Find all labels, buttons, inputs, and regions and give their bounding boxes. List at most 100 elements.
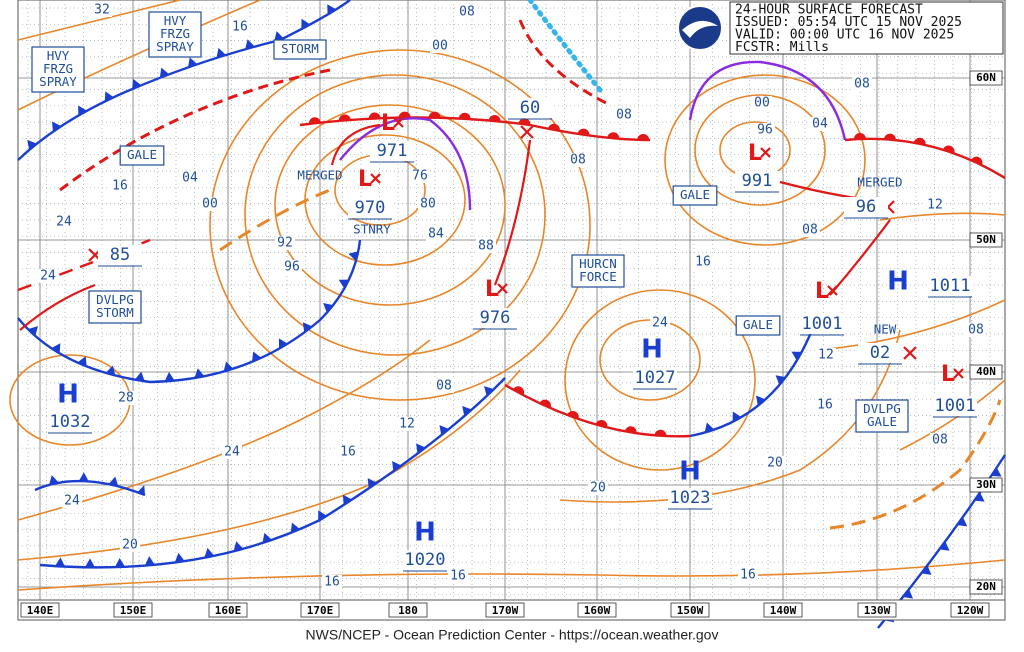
front-triangle bbox=[104, 91, 114, 102]
isobar-label: 16 bbox=[232, 20, 248, 35]
isobar-label: 20 bbox=[590, 481, 606, 496]
isobar-label-bg bbox=[448, 569, 468, 583]
low-symbol: L bbox=[358, 167, 372, 192]
track-arrow bbox=[330, 123, 381, 166]
isobar-label: 20 bbox=[767, 456, 783, 471]
front-triangle bbox=[233, 541, 244, 552]
longitude-label: 140W bbox=[770, 604, 797, 617]
warning-text: DVLPG bbox=[96, 292, 134, 307]
isobar-label-bg bbox=[852, 77, 872, 91]
lon-box bbox=[950, 602, 990, 618]
warning-box bbox=[273, 39, 327, 60]
isobar-label-bg bbox=[650, 316, 670, 330]
fronts bbox=[17, 0, 1007, 629]
front-semicircle bbox=[883, 133, 896, 141]
isobar-label: 24 bbox=[64, 494, 80, 509]
front-triangle bbox=[939, 541, 950, 551]
front-triangle bbox=[216, 47, 226, 58]
isobar bbox=[564, 289, 756, 471]
lon-box bbox=[670, 602, 710, 618]
isobar-label-bg bbox=[116, 391, 136, 405]
pressure-bg bbox=[508, 98, 552, 118]
lon-box bbox=[208, 602, 248, 618]
isobar-label-bg bbox=[925, 198, 945, 212]
pressure-bg bbox=[858, 343, 902, 363]
front-semicircle bbox=[577, 128, 590, 136]
latitude-label: 30N bbox=[976, 478, 996, 491]
isobar-label-bg bbox=[200, 197, 220, 211]
front-semicircle bbox=[512, 386, 525, 396]
center-pressure: 971 bbox=[377, 141, 408, 161]
isobar bbox=[819, 299, 1006, 351]
lon-box bbox=[577, 602, 617, 618]
front-triangle bbox=[301, 18, 311, 30]
isobar-label-bg bbox=[338, 445, 358, 459]
center-cross bbox=[520, 125, 534, 139]
isobar-label-bg bbox=[275, 236, 295, 250]
front-semicircle bbox=[853, 133, 866, 140]
front-triangle bbox=[108, 476, 119, 487]
isobar-label: 16 bbox=[740, 568, 756, 583]
isobar-label-bg bbox=[426, 227, 446, 241]
isobar-label: 16 bbox=[340, 445, 356, 460]
warning-box bbox=[148, 11, 202, 58]
isobar bbox=[209, 49, 591, 401]
front-triangle bbox=[991, 467, 1002, 477]
warning-box bbox=[119, 145, 165, 166]
front-triangle bbox=[105, 365, 116, 376]
isobar bbox=[559, 329, 901, 503]
isobar-label-bg bbox=[738, 568, 758, 582]
isobar-label-bg bbox=[418, 197, 438, 211]
high-symbol: H bbox=[679, 457, 701, 487]
pressure-bg bbox=[844, 197, 888, 217]
front-triangle bbox=[245, 39, 255, 50]
isobar-label: 16 bbox=[324, 575, 340, 590]
front-triangle bbox=[252, 351, 262, 362]
front-semicircle bbox=[607, 132, 620, 139]
isobar bbox=[17, 559, 1006, 591]
isobar-label-bg bbox=[62, 494, 82, 508]
warning-box bbox=[855, 399, 909, 433]
latitude-label: 20N bbox=[976, 580, 996, 593]
front-semicircle bbox=[547, 123, 560, 131]
occluded-front bbox=[688, 60, 847, 141]
warning-text: GALE bbox=[867, 414, 897, 429]
front-triangle bbox=[144, 556, 155, 566]
high-symbol: H bbox=[414, 518, 436, 548]
front-triangle bbox=[484, 386, 494, 397]
front-triangle bbox=[318, 510, 327, 521]
isobar-label: 76 bbox=[412, 169, 428, 184]
low-cross bbox=[827, 285, 838, 296]
isobar-label-bg bbox=[457, 5, 477, 19]
labels: 32 16 08 00 16 04 00 24 24 92 96 76 80 84 88 08 08 00 96 04… bbox=[17, 1, 1006, 643]
warning-text: STORM bbox=[281, 41, 319, 56]
front-triangle bbox=[114, 557, 125, 568]
warm-front bbox=[844, 137, 1006, 180]
note: STNRY bbox=[353, 222, 391, 237]
front-triangle bbox=[921, 565, 932, 575]
isobar-label-bg bbox=[568, 153, 588, 167]
front-semicircle bbox=[654, 429, 667, 437]
latitude-label: 40N bbox=[976, 365, 996, 378]
isobar-label: 24 bbox=[652, 316, 668, 331]
front-triangle bbox=[223, 361, 234, 372]
isobar-label: 08 bbox=[570, 153, 586, 168]
trough bbox=[219, 188, 331, 252]
front-triangle bbox=[290, 522, 300, 533]
isobar-label-bg bbox=[322, 575, 342, 589]
isobar-label-bg bbox=[410, 169, 430, 183]
pressure-bg bbox=[348, 198, 392, 218]
front-triangle bbox=[902, 589, 914, 599]
latitude-label: 60N bbox=[976, 71, 996, 84]
low-symbol: L bbox=[815, 279, 829, 304]
longitude-label: 160E bbox=[215, 604, 242, 617]
isobar bbox=[244, 74, 546, 356]
isobar bbox=[879, 212, 1006, 221]
front-triangle bbox=[439, 425, 450, 436]
front-triangle bbox=[704, 422, 715, 433]
pressure-bg bbox=[928, 276, 972, 296]
front-semicircle bbox=[488, 114, 501, 122]
longitude-label: 150E bbox=[120, 604, 147, 617]
isobar bbox=[694, 94, 826, 206]
center-pressure: 1001 bbox=[935, 396, 976, 416]
